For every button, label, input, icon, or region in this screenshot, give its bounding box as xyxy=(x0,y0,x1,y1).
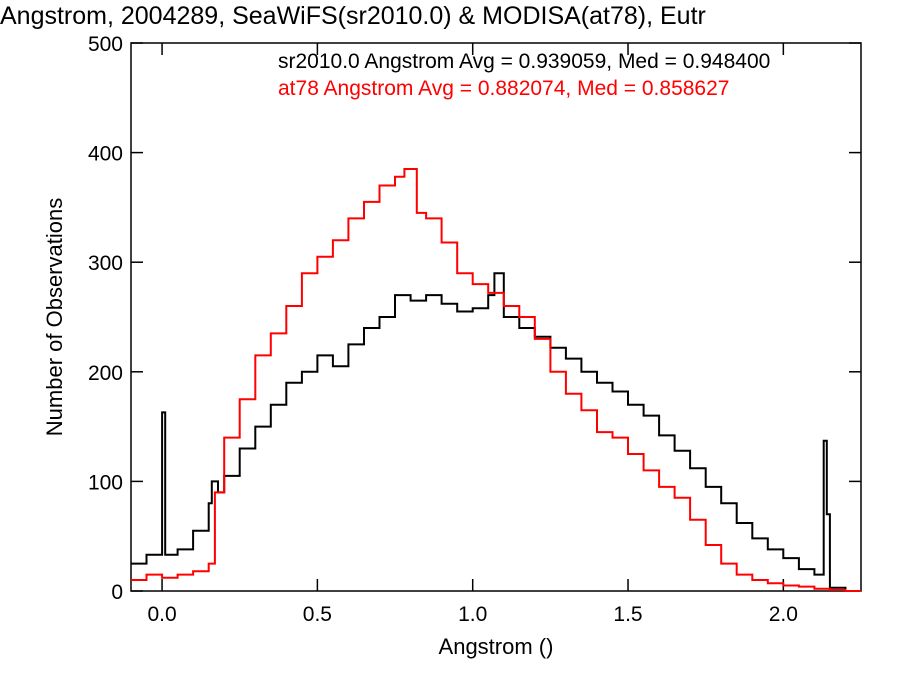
y-tick-label: 100 xyxy=(88,471,123,494)
x-tick-label: 0.0 xyxy=(147,603,176,626)
annotation-sr2010: sr2010.0 Angstrom Avg = 0.939059, Med = … xyxy=(278,50,770,73)
chart-title: Angstrom, 2004289, SeaWiFS(sr2010.0) & M… xyxy=(0,2,706,30)
y-tick-label: 300 xyxy=(88,252,123,275)
plot-area xyxy=(130,42,862,592)
y-tick-label: 400 xyxy=(88,143,123,166)
series-group xyxy=(131,168,861,592)
x-tick-label: 0.5 xyxy=(303,603,332,626)
y-tick-label: 500 xyxy=(88,33,123,56)
y-tick-label: 0 xyxy=(111,581,123,604)
y-tick-label: 200 xyxy=(88,362,123,385)
x-tick-label: 1.5 xyxy=(613,603,642,626)
annotation-at78: at78 Angstrom Avg = 0.882074, Med = 0.85… xyxy=(278,77,729,100)
y-axis-label: Number of Observations xyxy=(42,198,67,436)
x-tick-label: 1.0 xyxy=(458,603,487,626)
plot-frame xyxy=(130,42,862,592)
y-ticks: 0 100 200 300 400 500 xyxy=(88,33,861,604)
x-axis-label: Angstrom () xyxy=(439,634,554,659)
x-tick-label: 2.0 xyxy=(769,603,798,626)
x-ticks: 0.0 0.5 1.0 1.5 2.0 xyxy=(147,43,798,626)
series-line-1 xyxy=(131,168,861,592)
